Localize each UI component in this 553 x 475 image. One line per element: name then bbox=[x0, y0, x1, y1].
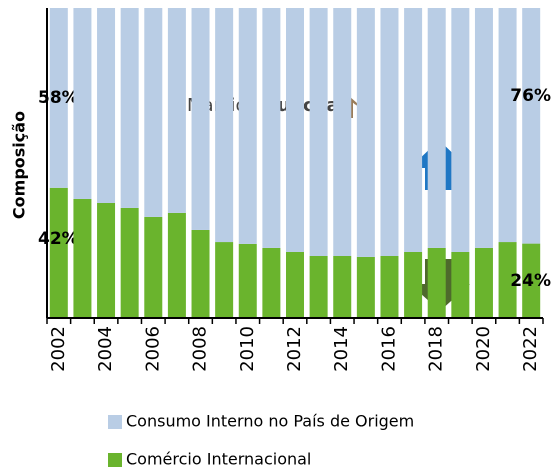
bar-segment bbox=[215, 8, 234, 243]
value-label: 42% bbox=[38, 229, 79, 249]
bar-segment bbox=[215, 242, 234, 318]
x-tick-label: 2016 bbox=[378, 326, 399, 372]
bar-segment bbox=[144, 216, 163, 318]
bar-segment bbox=[522, 243, 541, 318]
x-tick-label: 2018 bbox=[426, 326, 447, 372]
x-tick-label: 2020 bbox=[473, 326, 494, 372]
bar-segment bbox=[73, 8, 92, 199]
bar-segment bbox=[49, 187, 68, 318]
bar-segment bbox=[191, 229, 210, 318]
bar-segment bbox=[451, 251, 470, 318]
bar-segment bbox=[427, 8, 446, 248]
bar-segment bbox=[522, 8, 541, 244]
x-tick-label: 2014 bbox=[331, 326, 352, 372]
bar-segment bbox=[73, 198, 92, 318]
value-label: 58% bbox=[38, 88, 79, 108]
bar-segment bbox=[356, 256, 375, 318]
bar-segment bbox=[286, 8, 304, 252]
bar-segment bbox=[380, 256, 399, 318]
bar-segment bbox=[120, 8, 139, 208]
x-tick-label: 2006 bbox=[142, 326, 163, 372]
bar-segment bbox=[167, 8, 186, 213]
bar-segment bbox=[333, 256, 352, 318]
bar-segment bbox=[380, 8, 399, 256]
x-tick-label: 2022 bbox=[520, 326, 541, 372]
bar-segment bbox=[474, 8, 493, 248]
bar-segment bbox=[120, 207, 139, 318]
bar-segment bbox=[238, 243, 257, 318]
x-tick-label: 2008 bbox=[190, 326, 211, 372]
bar-segment bbox=[167, 212, 186, 318]
bar-segment bbox=[49, 8, 68, 188]
value-label: 76% bbox=[510, 86, 551, 106]
bar-segment bbox=[404, 251, 423, 318]
bar-segment bbox=[262, 247, 281, 318]
bar-segment bbox=[333, 8, 352, 256]
bar-segment bbox=[262, 8, 281, 248]
bar-segment bbox=[97, 202, 116, 318]
bar-segment bbox=[309, 256, 328, 318]
bar-segment bbox=[191, 8, 210, 230]
x-tick-label: 2002 bbox=[48, 326, 69, 372]
y-axis-label: Composição bbox=[10, 111, 29, 219]
bar-segment bbox=[498, 242, 517, 318]
bar-segment bbox=[286, 251, 304, 318]
bar-segment bbox=[404, 8, 423, 252]
bar-segment bbox=[238, 8, 257, 244]
bar-segment bbox=[356, 8, 375, 257]
bar-segment bbox=[498, 8, 517, 243]
bar-segment bbox=[97, 8, 116, 203]
x-tick-label: 2010 bbox=[237, 326, 258, 372]
bar-segment bbox=[309, 8, 328, 256]
bar-segment bbox=[451, 8, 470, 252]
bar-segment bbox=[144, 8, 163, 217]
value-label: 24% bbox=[510, 271, 551, 291]
bar-segment bbox=[427, 247, 446, 318]
bar-segment bbox=[474, 247, 493, 318]
legend-swatch bbox=[108, 453, 122, 467]
x-tick-label: 2012 bbox=[284, 326, 305, 372]
x-tick-label: 2004 bbox=[95, 326, 116, 372]
legend-label: Consumo Interno no País de Origem bbox=[126, 412, 414, 431]
legend-swatch bbox=[108, 415, 122, 429]
legend-label: Comércio Internacional bbox=[126, 450, 311, 469]
